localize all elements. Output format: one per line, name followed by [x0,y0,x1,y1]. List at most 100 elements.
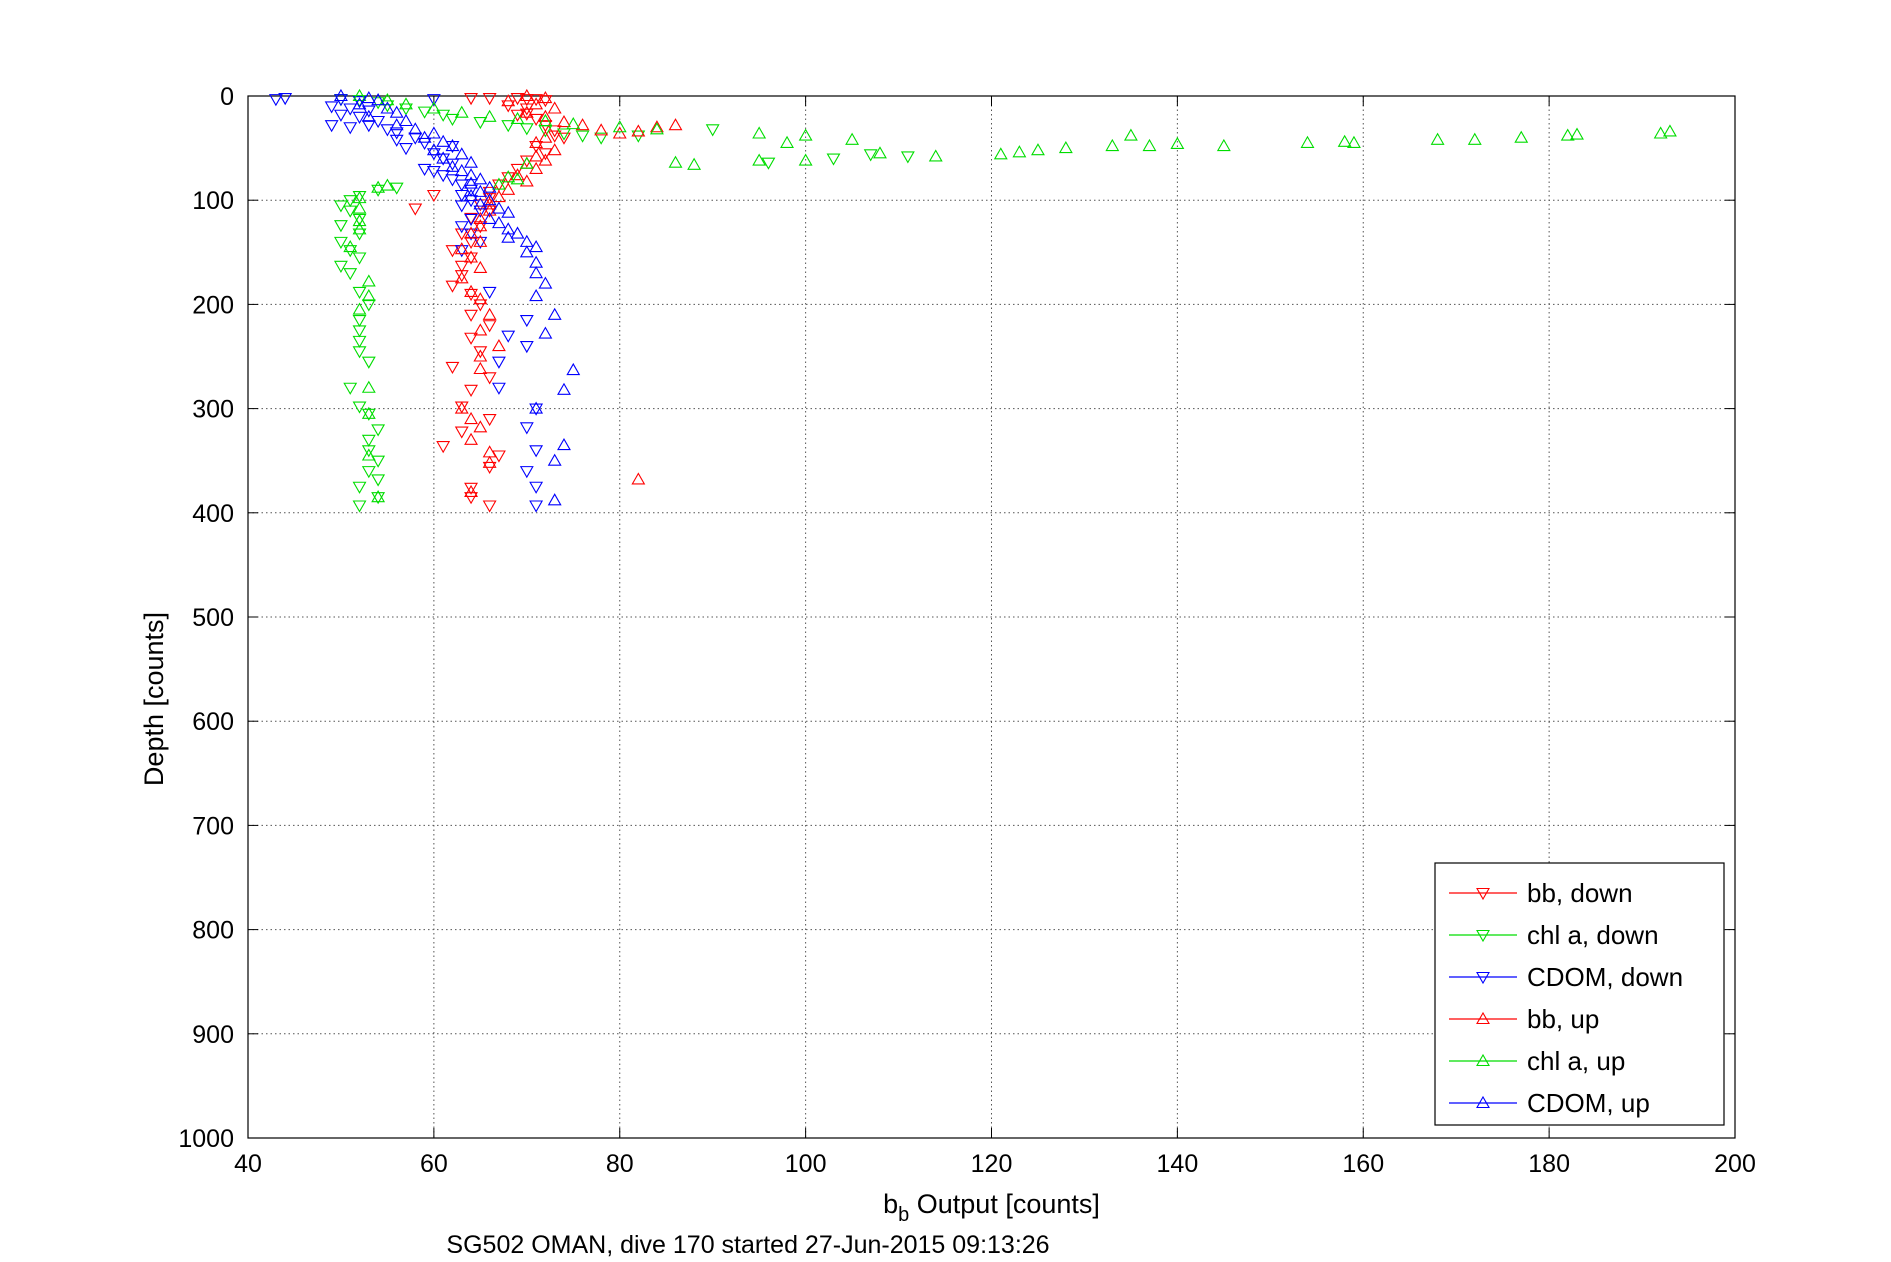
data-point [1430,132,1445,145]
legend-box [1434,862,1725,1126]
data-point [473,221,488,234]
data-point [464,288,478,302]
data-point [324,120,339,133]
y-tick-label: 600 [192,708,234,736]
data-point [361,408,376,421]
data-point [1058,140,1073,154]
data-point [352,314,367,328]
legend-label: bb, up [1527,1004,1599,1034]
data-point [547,307,562,320]
data-point [426,165,441,179]
data-point [510,111,525,124]
data-point [1337,134,1352,147]
data-point [268,94,283,107]
data-point [473,117,488,130]
data-point [491,216,506,229]
data-point [324,101,339,114]
data-point [482,307,497,320]
x-tick-label: 40 [234,1150,262,1178]
data-point [473,361,488,375]
data-point [631,472,646,485]
data-point [612,120,627,133]
data-point [501,230,516,243]
y-tick-label: 200 [192,291,234,319]
data-point [352,252,367,265]
data-point [464,484,478,498]
data-point [501,170,516,183]
y-tick-label: 900 [192,1021,234,1049]
data-point [473,299,488,312]
data-point [389,127,404,140]
data-point [519,88,534,102]
data-point [454,245,469,258]
data-point [519,466,534,479]
data-point [361,356,376,369]
legend-label: chl a, up [1527,1046,1625,1076]
data-point [361,406,376,419]
data-point [426,189,441,203]
data-point [464,155,478,168]
data-point [464,226,478,239]
data-point [361,90,376,104]
data-point [473,184,488,197]
axis-ticks: 40 60 80 100 120 140 160 180 200 0 100 200 300 400 500… [178,83,1755,1178]
data-point [501,205,516,218]
data-point [436,151,451,164]
data-point [464,482,478,495]
data-point [547,130,562,143]
data-point [361,445,376,458]
data-point [575,118,590,131]
data-point [436,441,451,454]
x-tick-label: 60 [420,1150,448,1178]
data-point [529,149,544,162]
legend-marker [1476,971,1490,985]
data-point [845,132,860,145]
data-point [519,105,534,118]
data-point [510,168,525,181]
legend-entry: chl a, up [1449,1046,1625,1076]
data-point [826,153,841,166]
data-point [594,123,609,136]
data-point [482,286,497,300]
data-point [426,143,441,156]
data-point [529,113,544,127]
data-point [361,120,376,133]
data-point [333,220,348,233]
data-point [389,118,404,131]
data-point [1031,143,1045,156]
data-point [482,500,497,513]
data-point [464,411,478,425]
data-point [464,176,478,189]
data-point [333,109,348,122]
data-point [1170,136,1185,149]
data-point [491,450,506,463]
data-point [519,422,534,435]
data-point [566,117,581,130]
data-point [519,341,534,354]
y-tick-label: 0 [220,83,234,111]
data-point [426,126,441,139]
data-point [371,492,386,505]
data-point [380,100,395,113]
data-point [352,286,367,300]
data-point [361,109,376,122]
legend-entry: bb, up [1449,1004,1599,1034]
data-point [454,147,469,160]
data-point [473,260,488,273]
data-point [491,382,506,395]
data-point [510,163,525,177]
data-point [445,113,460,127]
x-tick-label: 80 [606,1150,634,1178]
series-5 [333,88,581,506]
data-point [464,432,478,445]
data-point [482,203,497,216]
data-point [529,403,544,416]
data-point [705,124,720,137]
legend-marker [1476,1011,1490,1025]
y-tick-label: 300 [192,396,234,424]
data-point [491,356,506,369]
data-point [464,284,478,297]
data-point [538,148,553,161]
data-point [361,448,376,461]
data-point [501,222,516,235]
